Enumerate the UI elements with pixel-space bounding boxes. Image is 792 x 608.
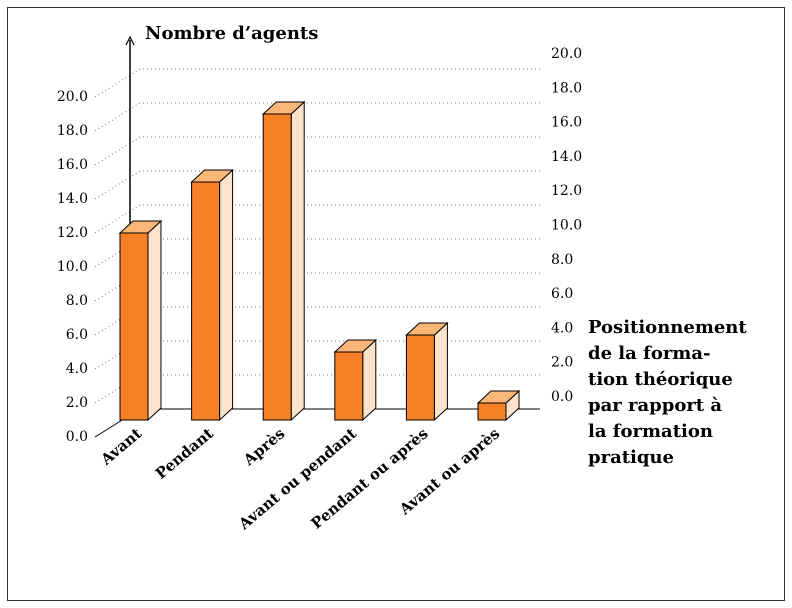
y-tick-label: 16.0 [57,157,88,173]
grid-line [94,170,540,200]
y2-tick-label: 18.0 [551,80,582,96]
y-tick-label: 12.0 [57,225,88,241]
x-tick-label: Pendant [152,424,217,482]
y-tick-label: 20.0 [57,89,88,105]
bar-side [219,168,234,422]
x-tick-label: Avant ou pendant [235,424,360,533]
grid-line [94,306,540,336]
y-tick-label: 8.0 [66,293,88,309]
y2-tick-label: 8.0 [551,252,573,268]
bar [190,168,234,422]
y-axis-arrow [125,35,135,46]
y-tick-label: 14.0 [57,191,88,207]
y-tick-label: 0.0 [66,429,88,445]
bar [118,219,163,422]
y2-tick-label: 4.0 [551,320,573,336]
y-tick-label: 6.0 [66,327,88,343]
grid-line [94,68,540,98]
grid-line [94,374,540,404]
x-tick-label: Pendant ou après [307,424,431,532]
y-tick-label: 4.0 [66,361,88,377]
y2-tick-label: 2.0 [551,355,573,371]
bar [405,321,449,422]
y2-tick-label: 0.0 [551,389,573,405]
bar-front [334,351,364,421]
grid-line [94,272,540,302]
x-axis-label: Positionnement [588,317,747,338]
y2-tick-label: 10.0 [551,218,582,234]
y2-tick-label: 14.0 [551,149,582,165]
grid-line [94,204,540,234]
y-tick-label: 18.0 [57,123,88,139]
grid-line [94,136,540,166]
bar [261,100,306,422]
bar-side [433,321,448,422]
bar-side [362,338,377,422]
y-axis-label: Nombre d’agents [145,23,318,44]
y2-tick-label: 16.0 [551,115,582,131]
bar [333,338,378,422]
y2-tick-label: 20.0 [551,46,582,62]
x-axis-label: pratique [588,447,674,468]
x-axis-label: de la forma- [588,343,710,364]
grid-line [94,408,540,438]
x-axis-label: tion théorique [588,369,733,390]
bar-front [191,181,221,421]
bar-front [262,113,292,421]
bar-side [290,100,305,422]
x-tick-label: Après [239,424,288,469]
bar-front [477,402,507,421]
y2-tick-label: 6.0 [551,286,573,302]
y2-tick-label: 12.0 [551,183,582,199]
y-tick-label: 10.0 [57,259,88,275]
bar-front [405,334,435,421]
bar-front [119,232,149,421]
bar [476,389,521,422]
grid-line [94,340,540,370]
frame [7,7,785,601]
x-axis-label: par rapport à [588,395,722,416]
y-tick-label: 2.0 [66,395,88,411]
bar-side [147,219,162,422]
grid-line [94,238,540,268]
x-axis-label: la formation [588,421,713,442]
grid-line [94,102,540,132]
